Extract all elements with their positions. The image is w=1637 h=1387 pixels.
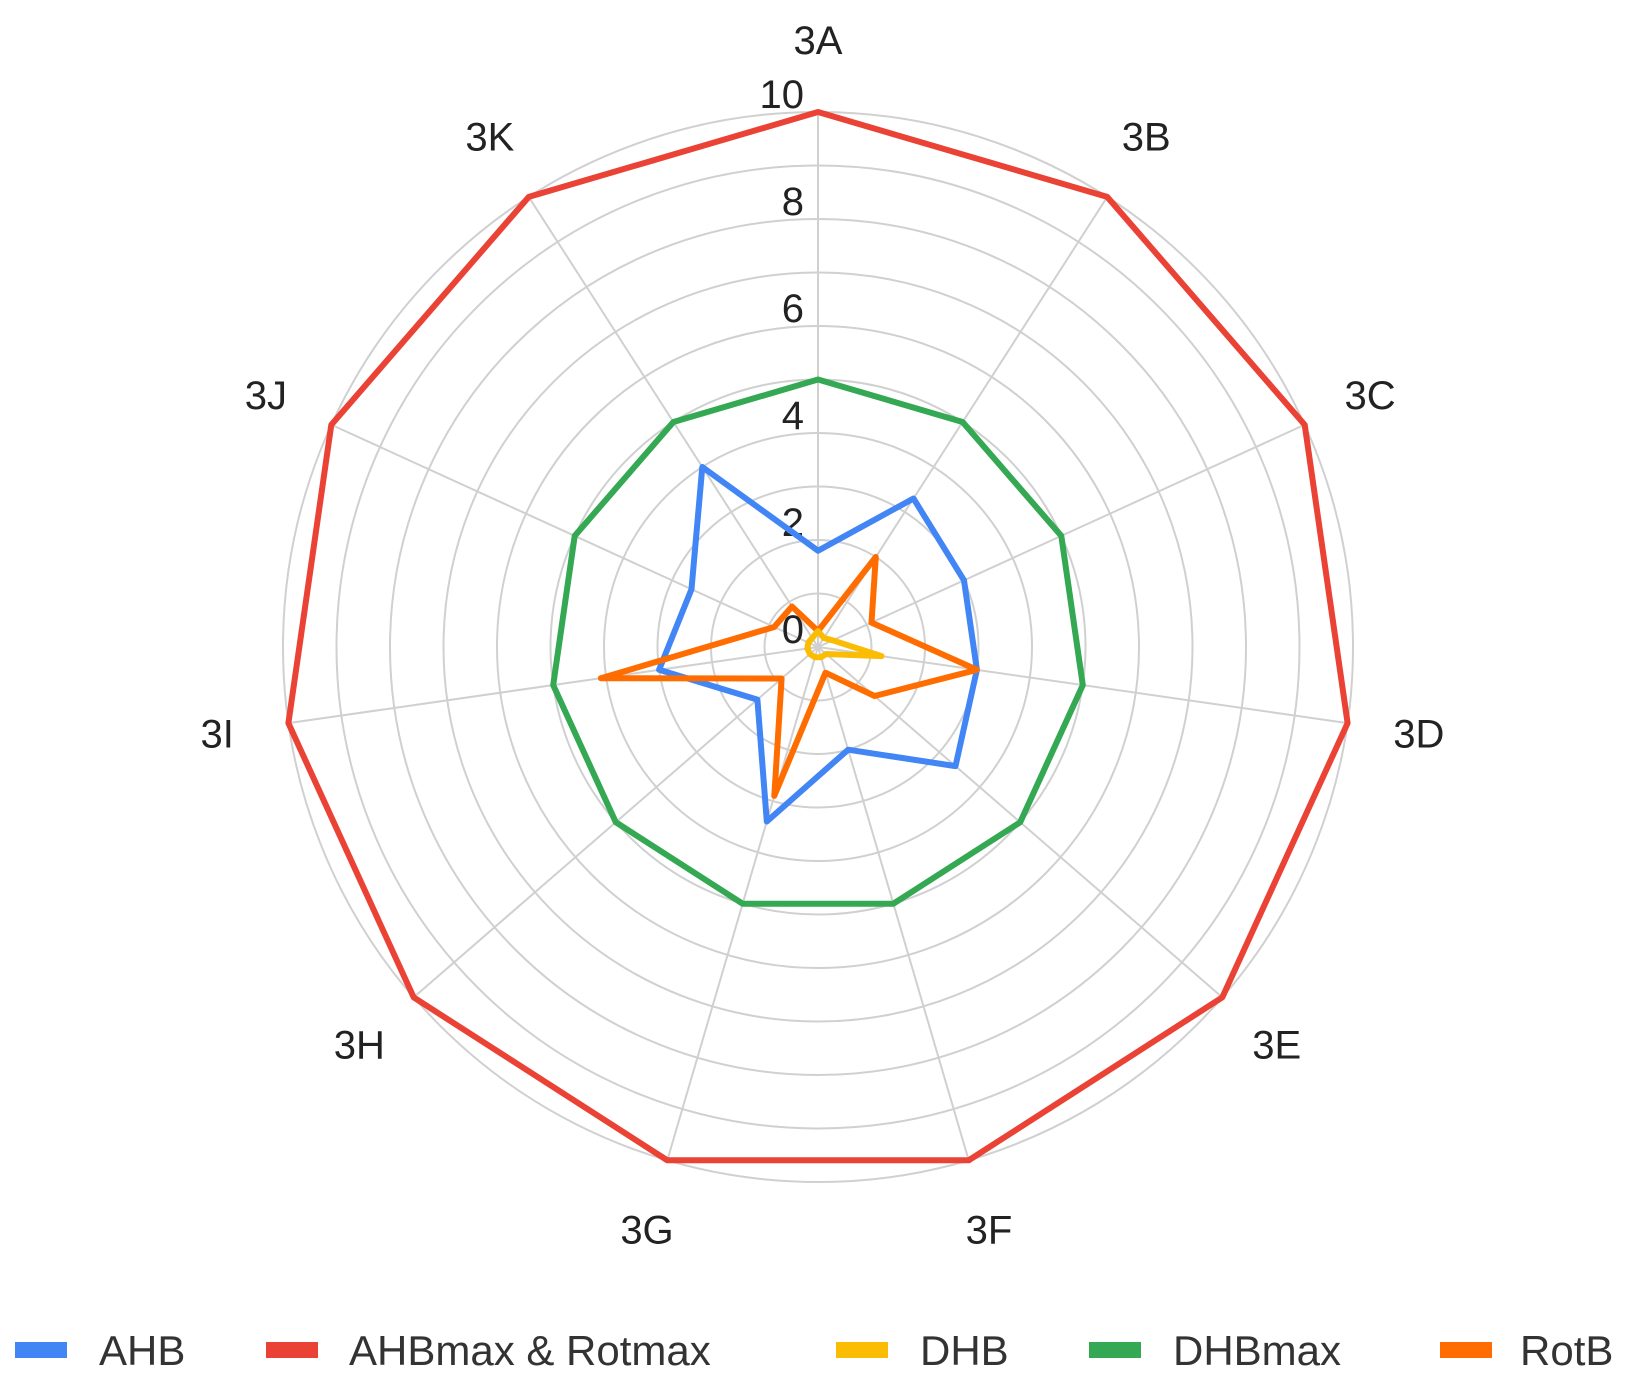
legend-item-rotb: RotB	[1440, 1327, 1613, 1374]
category-label: 3J	[245, 374, 287, 418]
series-line-dhbmax	[550, 376, 1086, 907]
legend-swatch	[266, 1342, 318, 1358]
legend-label: DHB	[920, 1327, 1009, 1374]
legend-item-dhb: DHB	[836, 1327, 1009, 1374]
category-label: 3F	[966, 1208, 1013, 1252]
category-label: 3D	[1393, 712, 1444, 756]
category-label: 3I	[201, 712, 234, 756]
legend-swatch	[836, 1342, 888, 1358]
category-label: 3B	[1122, 115, 1171, 159]
legend-item-ahbmax-rotmax: AHBmax & Rotmax	[266, 1327, 711, 1374]
radial-tick-label: 10	[760, 73, 805, 117]
legend-label: AHB	[99, 1327, 185, 1374]
series-line-dhb	[804, 628, 885, 661]
series-line-ahb	[656, 464, 980, 825]
radar-grid	[282, 111, 1354, 1183]
series-line-ahbmax-rotmax	[285, 109, 1351, 1164]
radial-tick-label: 0	[782, 608, 804, 652]
category-label: 3A	[794, 19, 843, 63]
legend: AHB AHBmax & Rotmax DHB DHBmax RotB	[15, 1327, 1613, 1374]
legend-label: DHBmax	[1173, 1327, 1341, 1374]
legend-item-ahb: AHB	[15, 1327, 185, 1374]
legend-item-dhbmax: DHBmax	[1089, 1327, 1341, 1374]
series-line-rotb	[597, 554, 980, 799]
legend-swatch	[1089, 1342, 1141, 1358]
category-label: 3C	[1345, 374, 1396, 418]
category-label: 3G	[620, 1208, 673, 1252]
radar-series	[285, 109, 1351, 1164]
radial-tick-label: 4	[782, 394, 804, 438]
category-labels: 3A 3B 3C 3D 3E 3F 3G 3H 3I 3J 3K	[201, 19, 1445, 1252]
category-label: 3H	[334, 1024, 385, 1068]
legend-swatch	[15, 1342, 67, 1358]
category-label: 3E	[1252, 1024, 1301, 1068]
legend-label: RotB	[1520, 1327, 1613, 1374]
radial-tick-label: 8	[782, 180, 804, 224]
radial-tick-label: 6	[782, 287, 804, 331]
legend-label: AHBmax & Rotmax	[349, 1327, 711, 1374]
category-label: 3K	[465, 115, 514, 159]
legend-swatch	[1440, 1342, 1492, 1358]
